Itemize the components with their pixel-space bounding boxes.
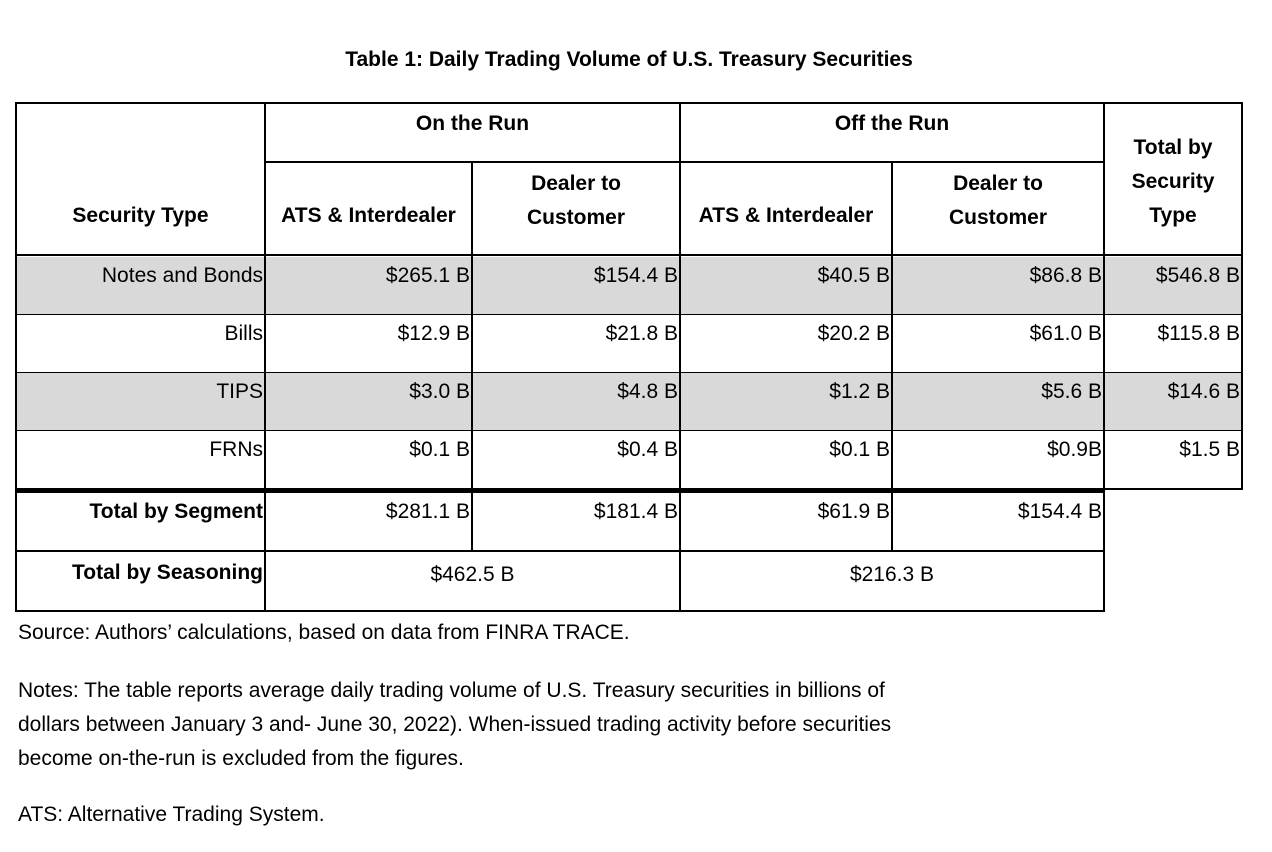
notes-line-3: become on-the-run is excluded from the f… [18, 747, 464, 770]
row-shade-notes [16, 257, 1242, 314]
cell-frns-off-dtc: $0.9B [1047, 438, 1102, 461]
grid-line [15, 430, 1243, 431]
cell-notes-on-dtc: $154.4 B [593, 264, 678, 287]
cell-frns-on-dtc: $0.4 B [617, 438, 678, 461]
cell-notes-total: $546.8 B [1155, 264, 1240, 287]
grid-line [15, 254, 1243, 256]
header-on-dealer-to-customer: Dealer to Customer [526, 172, 626, 229]
cell-bills-total: $115.8 B [1157, 322, 1240, 345]
cell-notes-off-dtc: $86.8 B [1029, 264, 1102, 287]
source-note: Source: Authors’ calculations, based on … [18, 621, 630, 644]
cell-segment-on-ats: $281.1 B [385, 500, 470, 523]
grid-line [15, 314, 1243, 315]
cell-frns-off-ats: $0.1 B [829, 438, 890, 461]
ats-note: ATS: Alternative Trading System. [18, 803, 325, 826]
row-label-notes-and-bonds: Notes and Bonds [101, 264, 263, 287]
row-label-tips: TIPS [216, 380, 263, 403]
notes-line-2: dollars between January 3 and- June 30, … [18, 713, 892, 736]
cell-notes-on-ats: $265.1 B [385, 264, 470, 287]
row-label-bills: Bills [224, 322, 263, 345]
notes-line-1: Notes: The table reports average daily t… [18, 679, 885, 702]
row-label-total-by-segment: Total by Segment [89, 500, 263, 523]
header-off-the-run: Off the Run [834, 112, 950, 135]
header-total-by-security-type: Total by Security Type [1131, 136, 1215, 227]
grid-line-thick [15, 488, 1105, 493]
cell-notes-off-ats: $40.5 B [817, 264, 890, 287]
cell-bills-on-ats: $12.9 B [397, 322, 470, 345]
header-off-ats-interdealer: ATS & Interdealer [698, 204, 874, 227]
grid-line [891, 161, 893, 551]
cell-bills-off-ats: $20.2 B [817, 322, 890, 345]
grid-line [1104, 102, 1243, 104]
grid-line [15, 372, 1243, 373]
table-title: Table 1: Daily Trading Volume of U.S. Tr… [345, 48, 913, 71]
cell-tips-off-ats: $1.2 B [829, 380, 890, 403]
grid-line [15, 550, 1105, 552]
cell-frns-on-ats: $0.1 B [409, 438, 470, 461]
cell-tips-total: $14.6 B [1167, 380, 1240, 403]
header-security-type: Security Type [72, 204, 209, 227]
header-on-the-run: On the Run [415, 112, 530, 135]
row-label-total-by-seasoning: Total by Seasoning [72, 561, 263, 584]
cell-frns-total: $1.5 B [1179, 438, 1240, 461]
grid-line [15, 102, 1105, 104]
grid-line [471, 161, 473, 551]
cell-seasoning-on-run: $462.5 B [430, 563, 515, 586]
cell-tips-off-dtc: $5.6 B [1041, 380, 1102, 403]
cell-tips-on-ats: $3.0 B [409, 380, 470, 403]
grid-line [264, 102, 266, 612]
grid-line [1103, 102, 1105, 612]
grid-line [679, 102, 681, 612]
grid-line [15, 102, 17, 612]
row-label-frns: FRNs [209, 438, 263, 461]
header-on-ats-interdealer: ATS & Interdealer [281, 204, 456, 227]
grid-line [1241, 102, 1243, 490]
row-shade-tips [16, 373, 1242, 430]
grid-line [15, 610, 1105, 612]
cell-segment-off-dtc: $154.4 B [1017, 500, 1102, 523]
grid-line [265, 161, 1105, 163]
cell-bills-off-dtc: $61.0 B [1029, 322, 1102, 345]
grid-line [1104, 488, 1243, 490]
header-off-dealer-to-customer: Dealer to Customer [948, 172, 1048, 229]
cell-segment-on-dtc: $181.4 B [593, 500, 678, 523]
cell-seasoning-off-run: $216.3 B [849, 563, 935, 586]
cell-segment-off-ats: $61.9 B [817, 500, 890, 523]
cell-tips-on-dtc: $4.8 B [617, 380, 678, 403]
cell-bills-on-dtc: $21.8 B [605, 322, 678, 345]
